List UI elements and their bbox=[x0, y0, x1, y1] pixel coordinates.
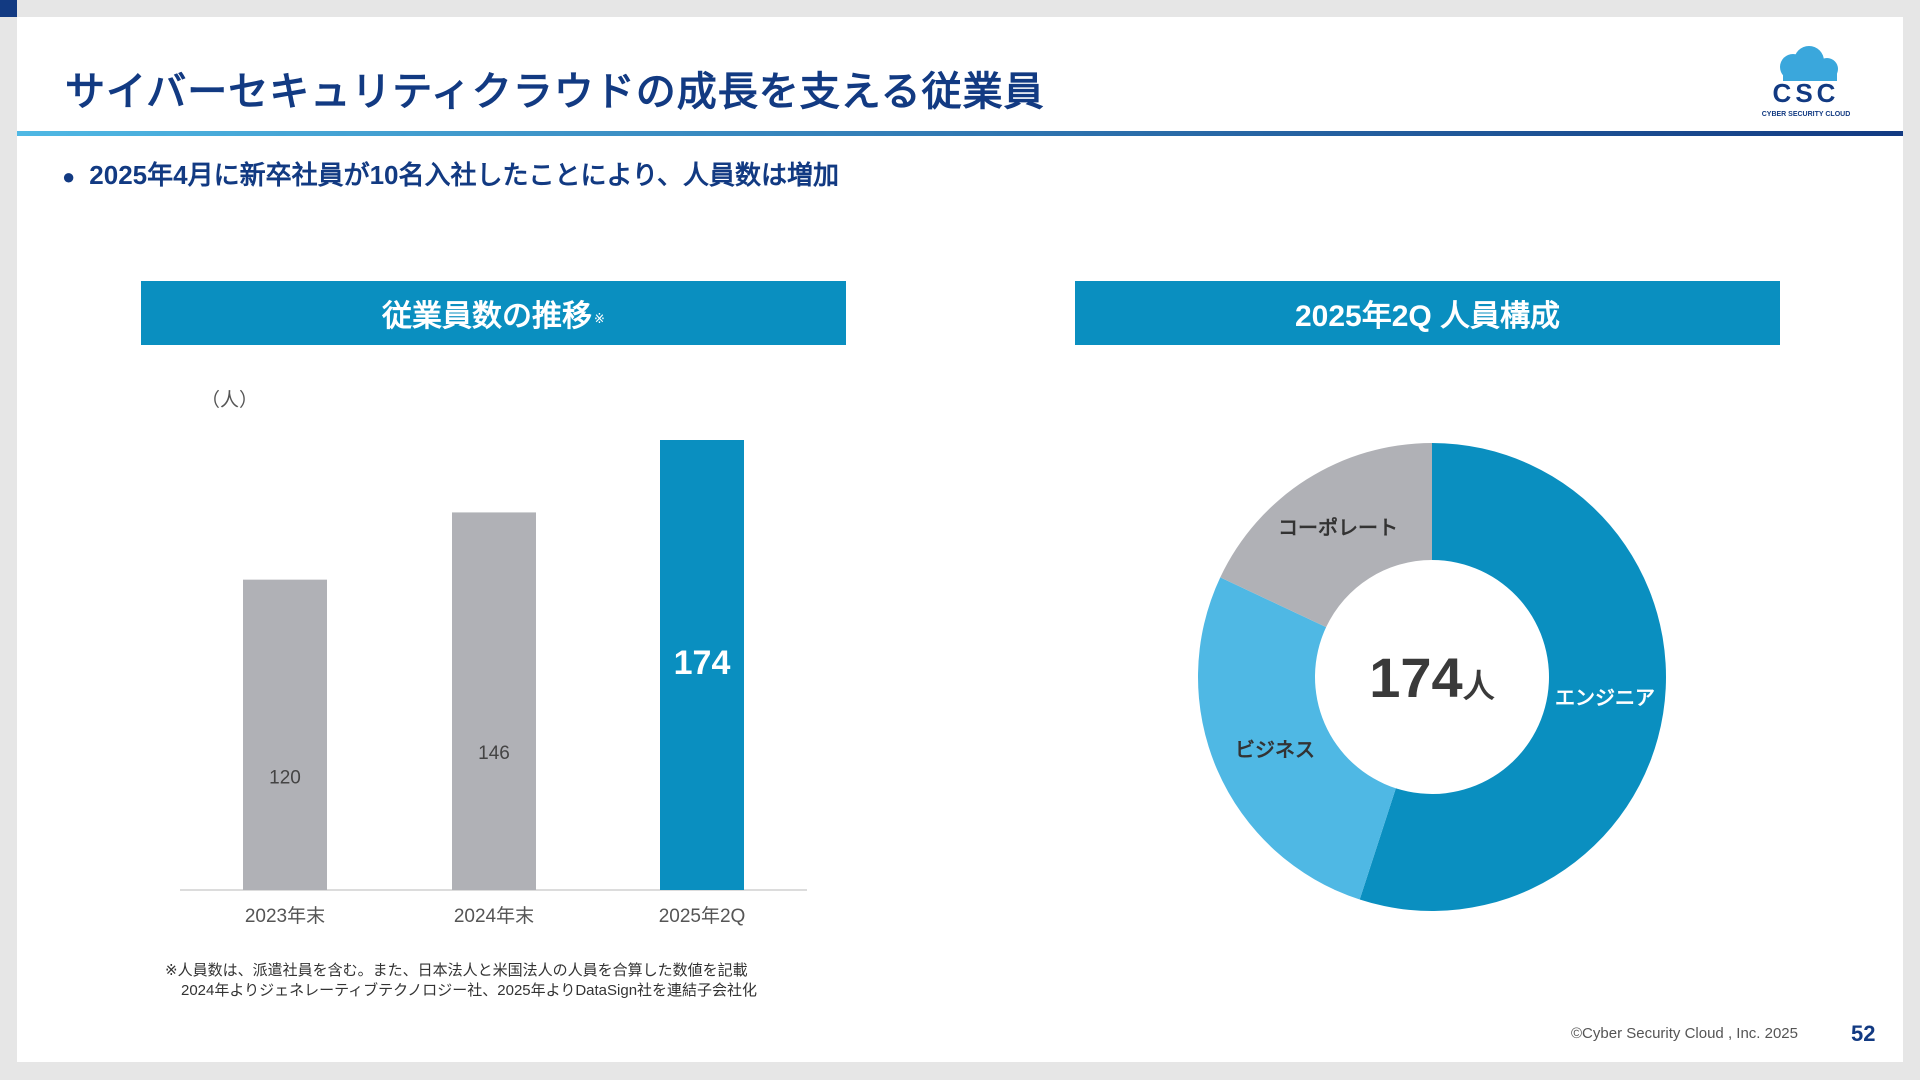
bar bbox=[452, 512, 536, 890]
employee-bar-chart: 120 2023年末 146 2024年末 174 2025年2Q bbox=[180, 440, 807, 927]
csc-logo: CSC CYBER SECURITY CLOUD bbox=[1762, 46, 1851, 118]
y-axis-unit: （人） bbox=[201, 390, 259, 411]
x-tick-label: 2024年末 bbox=[454, 905, 534, 927]
bar bbox=[243, 579, 327, 890]
donut-slice bbox=[1359, 443, 1666, 912]
summary-bullet: ● 2025年4月に新卒社員が10名入社したことにより、人員数は増加 bbox=[62, 155, 839, 192]
employee-trend-title: 従業員数の推移 bbox=[382, 300, 593, 333]
headcount-composition-header: 2025年2Q 人員構成 bbox=[1075, 281, 1780, 345]
donut-slice bbox=[1220, 443, 1432, 628]
cloud-icon bbox=[1780, 46, 1838, 81]
copyright: ©Cyber Security Cloud , Inc. 2025 bbox=[1571, 1025, 1798, 1042]
slice-label: エンジニア bbox=[1555, 687, 1655, 709]
slice-label: ビジネス bbox=[1235, 738, 1315, 761]
bullet-dot-icon: ● bbox=[62, 164, 76, 189]
x-tick-label: 2023年末 bbox=[245, 905, 325, 927]
center-unit: 人 bbox=[1463, 668, 1495, 704]
page-number: 52 bbox=[1851, 1021, 1876, 1046]
logo-text: CSC bbox=[1773, 78, 1840, 108]
footnote-line-2: 2024年よりジェネレーティブテクノロジー社、2025年よりDataSign社を… bbox=[181, 982, 758, 999]
bullet-text: 2025年4月に新卒社員が10名入社したことにより、人員数は増加 bbox=[89, 160, 839, 190]
footnote: ※人員数は、派遣社員を含む。また、日本法人と米国法人の人員を合算した数値を記載 … bbox=[165, 961, 757, 1001]
bar-value-label: 174 bbox=[674, 644, 731, 682]
footnote-line-1: ※人員数は、派遣社員を含む。また、日本法人と米国法人の人員を合算した数値を記載 bbox=[165, 962, 748, 979]
bar-value-label: 120 bbox=[269, 767, 301, 788]
title-divider bbox=[17, 131, 1903, 136]
donut-center-total: 174人 bbox=[1369, 646, 1494, 709]
corner-accent bbox=[0, 0, 17, 17]
donut-slice bbox=[1198, 577, 1396, 900]
employee-trend-header: 従業員数の推移 ※ bbox=[141, 281, 846, 345]
center-value: 174 bbox=[1369, 646, 1462, 709]
bar bbox=[660, 440, 744, 890]
bar-value-label: 146 bbox=[478, 743, 510, 764]
slice-label: コーポレート bbox=[1278, 515, 1398, 539]
page-title: サイバーセキュリティクラウドの成長を支える従業員 bbox=[65, 70, 1045, 114]
footnote-mark: ※ bbox=[594, 311, 605, 326]
headcount-composition-title: 2025年2Q 人員構成 bbox=[1294, 300, 1561, 333]
slide: サイバーセキュリティクラウドの成長を支える従業員 CSC CYBER SECUR… bbox=[17, 17, 1903, 1062]
logo-subtext: CYBER SECURITY CLOUD bbox=[1762, 111, 1851, 118]
x-tick-label: 2025年2Q bbox=[659, 905, 746, 927]
